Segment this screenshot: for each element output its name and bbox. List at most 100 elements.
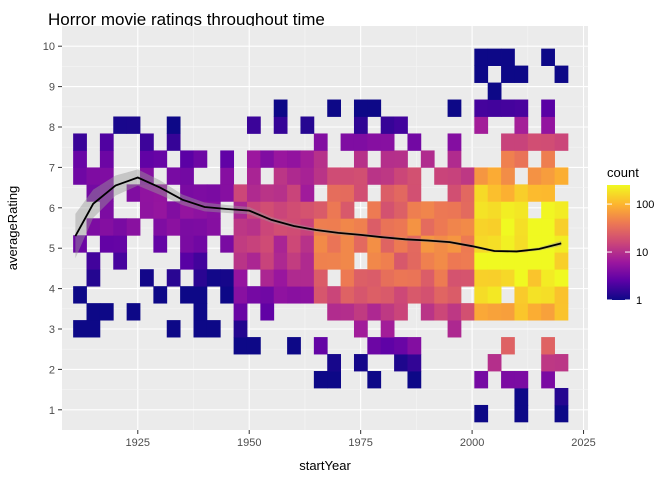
- heat-tile: [514, 99, 529, 117]
- heat-tile: [166, 201, 181, 219]
- heat-tile: [541, 133, 555, 151]
- heat-tile: [193, 286, 208, 304]
- heat-tile: [447, 303, 462, 321]
- heat-tile: [434, 218, 448, 236]
- heat-tile: [287, 184, 301, 202]
- heat-tile: [166, 167, 181, 185]
- heat-tile: [300, 150, 315, 168]
- heat-tile: [434, 252, 448, 270]
- heat-tile: [86, 320, 101, 338]
- heat-tile: [300, 167, 315, 185]
- y-tick-label: 9: [49, 82, 55, 94]
- heat-tile: [353, 150, 368, 168]
- heat-tile: [353, 99, 368, 117]
- heat-tile: [541, 218, 555, 236]
- heat-tile: [367, 99, 382, 117]
- heat-tile: [487, 252, 502, 270]
- heat-tile: [514, 133, 529, 151]
- heat-tile: [447, 286, 462, 304]
- heat-tile: [367, 371, 382, 389]
- x-tick-label: 2025: [571, 437, 595, 449]
- heat-tile: [287, 286, 301, 304]
- heat-tile: [260, 184, 275, 202]
- heat-tile: [527, 218, 542, 236]
- heat-tile: [313, 150, 328, 168]
- heat-tile: [86, 167, 101, 185]
- y-axis-title: averageRating: [5, 186, 20, 271]
- smooth-line: [74, 176, 562, 253]
- heat-tile: [340, 184, 355, 202]
- heat-tile: [99, 133, 114, 151]
- heat-tile: [460, 303, 475, 321]
- y-tick-label: 3: [49, 324, 55, 336]
- heat-tile: [327, 371, 342, 389]
- heat-tile: [474, 99, 489, 117]
- heatmap-tiles: [73, 48, 569, 423]
- heat-tile: [527, 133, 542, 151]
- legend-title: count: [607, 165, 639, 180]
- heat-tile: [554, 387, 569, 406]
- heat-tile: [73, 133, 87, 151]
- legend-tick-label: 100: [636, 199, 654, 211]
- heat-tile: [420, 286, 435, 304]
- heat-tile: [367, 218, 382, 236]
- heat-tile: [541, 371, 555, 389]
- heat-tile: [193, 201, 208, 219]
- heat-tile: [474, 252, 489, 270]
- heat-tile: [300, 116, 315, 134]
- heat-tile: [554, 404, 569, 423]
- heat-tile: [166, 116, 181, 134]
- heat-tile: [206, 184, 221, 202]
- heat-tile: [73, 286, 87, 304]
- heat-tile: [487, 218, 502, 236]
- heat-tile: [487, 201, 502, 219]
- heat-tile: [340, 269, 355, 287]
- heat-tile: [367, 337, 382, 355]
- heat-tile: [313, 252, 328, 270]
- x-axis-title: startYear: [299, 458, 351, 473]
- heat-tile: [287, 167, 301, 185]
- heat-tile: [474, 218, 489, 236]
- heat-tile: [554, 201, 569, 219]
- heat-tile: [260, 252, 275, 270]
- heat-tile: [554, 133, 569, 151]
- heat-tile: [340, 303, 355, 321]
- heat-tile: [313, 269, 328, 287]
- heat-tile: [140, 184, 154, 202]
- heat-tile: [460, 184, 475, 202]
- heat-tile: [206, 201, 221, 219]
- heat-tile: [126, 218, 141, 236]
- x-tick-label: 1950: [237, 437, 261, 449]
- heat-tile: [153, 201, 168, 219]
- heat-tile: [501, 99, 515, 117]
- heat-tile: [407, 252, 422, 270]
- heat-tile: [73, 167, 87, 185]
- heat-tile: [220, 150, 235, 168]
- heat-tile: [300, 201, 315, 219]
- heat-tile: [394, 252, 408, 270]
- heat-tile: [554, 286, 569, 304]
- heat-tile: [367, 133, 382, 151]
- heat-tile: [327, 167, 342, 185]
- heat-tile: [273, 201, 288, 219]
- smooth-confidence-band: [75, 169, 562, 259]
- legend-ticks: 1 10 100: [607, 199, 654, 307]
- heat-tile: [420, 201, 435, 219]
- heat-tile: [353, 303, 368, 321]
- heat-tile: [541, 252, 555, 270]
- heat-tile: [273, 184, 288, 202]
- heat-tile: [126, 116, 141, 134]
- heat-tile: [233, 320, 248, 338]
- heat-tile: [407, 133, 422, 151]
- heat-tile: [233, 303, 248, 321]
- heat-tile: [86, 252, 101, 270]
- y-tick-label: 5: [49, 243, 55, 255]
- heat-tile: [99, 235, 114, 253]
- heat-tile: [514, 235, 529, 253]
- heat-tile: [273, 150, 288, 168]
- heat-tile: [527, 303, 542, 321]
- heat-tile: [554, 252, 569, 270]
- heat-tile: [407, 269, 422, 287]
- heat-tile: [407, 371, 422, 389]
- heat-tile: [327, 99, 342, 117]
